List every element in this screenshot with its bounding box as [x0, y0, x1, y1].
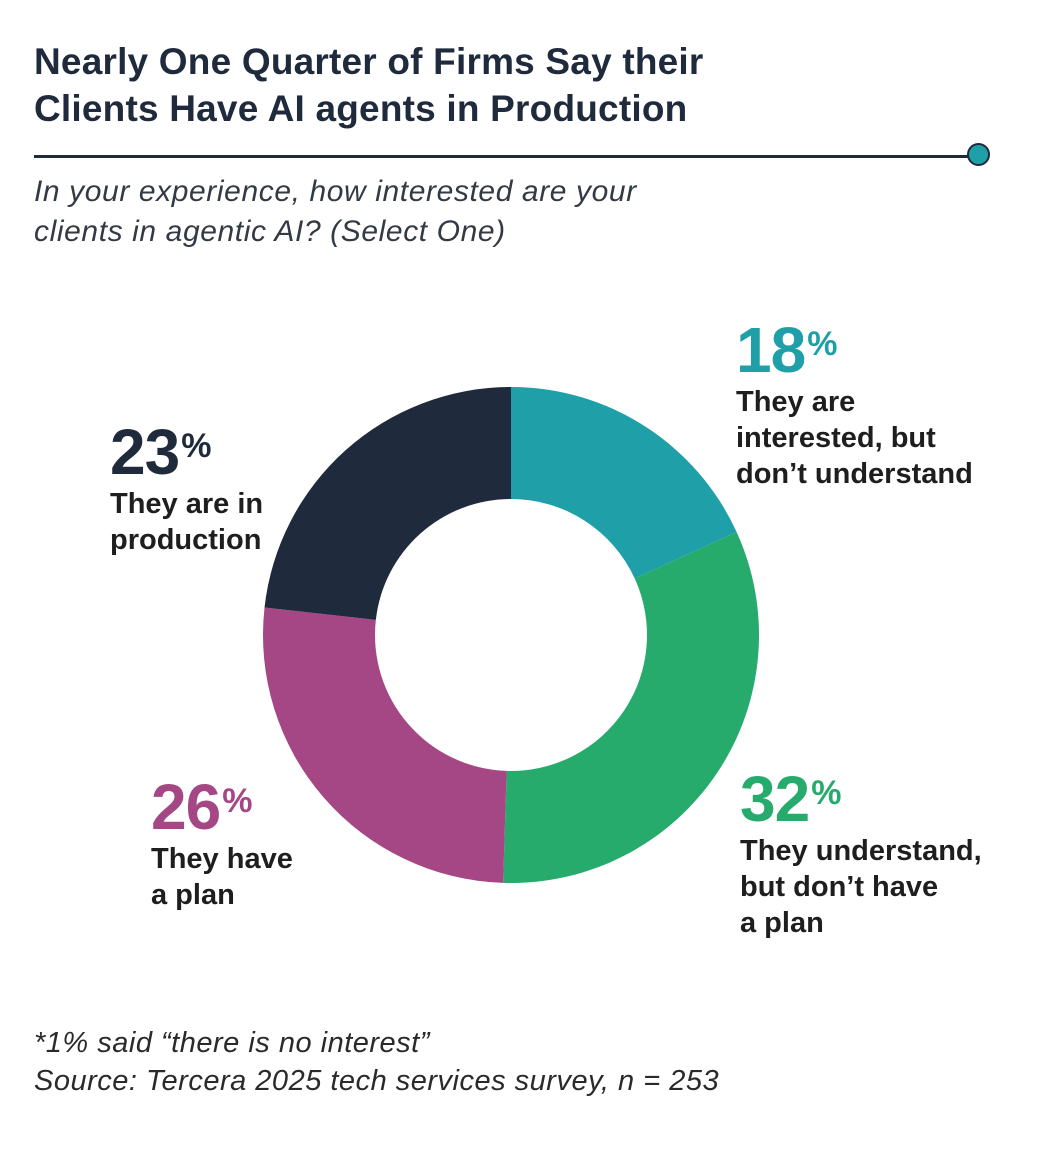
chart-subtitle: In your experience, how interested are y… [34, 172, 754, 252]
pct-value-plan: 26 [151, 771, 221, 843]
pct-value-production: 23 [110, 416, 180, 488]
chart-subtitle-line-2: clients in agentic AI? (Select One) [34, 215, 506, 248]
donut-slice-production [264, 387, 511, 620]
footnote: *1% said “there is no interest” Source: … [34, 1024, 719, 1100]
pct-production: 23% [110, 420, 211, 484]
pct-plan: 26% [151, 775, 252, 839]
desc-understand: They understand, but don’t have a plan [740, 833, 982, 941]
desc-plan: They have a plan [151, 841, 293, 913]
pct-sign-understand: % [811, 774, 841, 812]
title-divider [34, 155, 979, 158]
footnote-note: *1% said “there is no interest” [34, 1027, 430, 1059]
pct-value-understand: 32 [740, 763, 810, 835]
desc-interested: They are interested, but don’t understan… [736, 384, 973, 492]
label-plan: 26% They have a plan [151, 775, 293, 913]
desc-understand-line-2: but don’t have [740, 871, 939, 903]
desc-production: They are in production [110, 486, 263, 558]
desc-interested-line-3: don’t understand [736, 458, 973, 490]
footnote-source: Source: Tercera 2025 tech services surve… [34, 1065, 720, 1097]
divider-dot-icon [967, 143, 990, 166]
desc-production-line-1: They are in [110, 488, 264, 520]
pct-sign-plan: % [222, 782, 252, 820]
label-understand: 32% They understand, but don’t have a pl… [740, 767, 982, 941]
desc-interested-line-2: interested, but [736, 422, 936, 454]
chart-title: Nearly One Quarter of Firms Say their Cl… [34, 38, 934, 132]
desc-production-line-2: production [110, 524, 262, 556]
chart-subtitle-line-1: In your experience, how interested are y… [34, 175, 637, 208]
desc-understand-line-3: a plan [740, 907, 824, 939]
chart-title-line-2: Clients Have AI agents in Production [34, 88, 688, 129]
label-production: 23% They are in production [110, 420, 263, 558]
donut-slice-plan [263, 607, 507, 883]
donut-slice-understand [503, 531, 759, 883]
pct-value-interested: 18 [736, 314, 806, 386]
pct-sign-interested: % [807, 325, 837, 363]
desc-interested-line-1: They are [736, 386, 856, 418]
chart-title-line-1: Nearly One Quarter of Firms Say their [34, 41, 704, 82]
label-interested: 18% They are interested, but don’t under… [736, 318, 973, 492]
desc-plan-line-1: They have [151, 843, 293, 875]
desc-understand-line-1: They understand, [740, 835, 982, 867]
pct-sign-production: % [181, 427, 211, 465]
desc-plan-line-2: a plan [151, 879, 235, 911]
pct-interested: 18% [736, 318, 837, 382]
donut-slice-interested [511, 387, 737, 579]
pct-understand: 32% [740, 767, 841, 831]
